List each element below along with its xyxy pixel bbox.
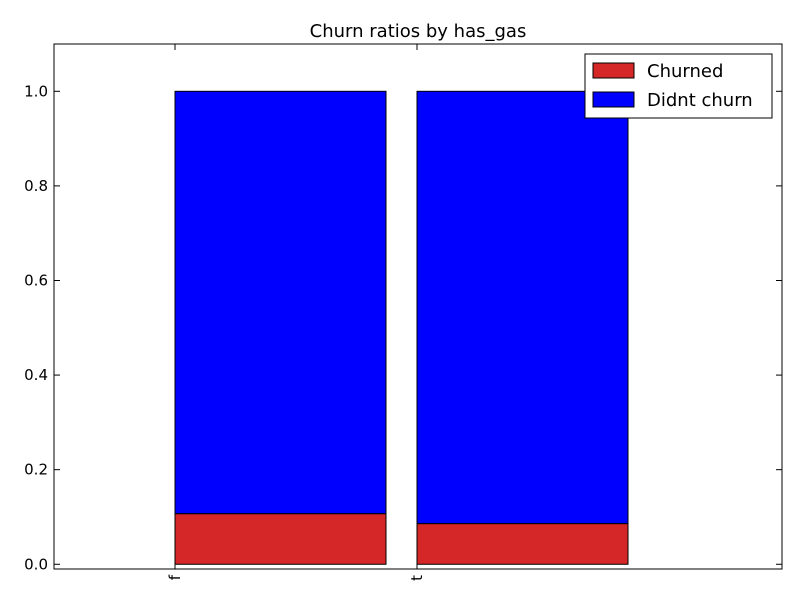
y-tick-label: 0.0 (24, 555, 48, 573)
bar-f-didnt-churn (174, 90, 387, 515)
y-tick-label: 0.2 (24, 461, 48, 479)
y-tick-label: 0.8 (24, 177, 48, 195)
y-tick-label: 0.6 (24, 271, 48, 289)
bar-f-churned (174, 513, 387, 565)
legend-swatch-didnt-churn (592, 91, 635, 108)
bar-t-churned (416, 523, 629, 565)
y-tick-label: 0.4 (24, 366, 48, 384)
legend-label-didnt-churn: Didnt churn (647, 90, 753, 111)
y-tick-label: 1.0 (24, 82, 48, 100)
bar-t-didnt-churn (416, 90, 629, 525)
plot-area: 0.0 0.2 0.4 0.6 0.8 1.0 f t (24, 43, 783, 581)
x-tick-label-t: t (408, 575, 426, 581)
legend-label-churned: Churned (647, 61, 723, 82)
plot-frame (53, 43, 783, 570)
chart-title: Churn ratios by has_gas (310, 21, 527, 42)
legend: Churned Didnt churn (584, 53, 773, 119)
x-tick-label-f: f (166, 574, 184, 580)
legend-swatch-churned (592, 62, 635, 79)
